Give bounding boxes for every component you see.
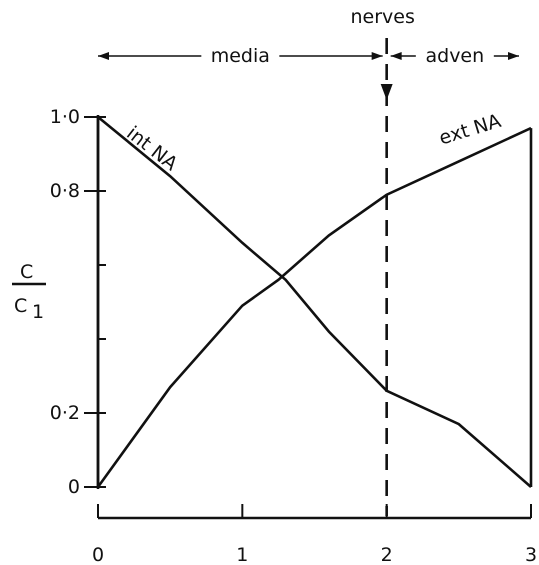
int-na-label: int NA [122, 122, 181, 175]
y-label-denominator-subscript: 1 [32, 301, 44, 323]
region-arrowhead-right [371, 52, 383, 60]
profile-edges [96, 117, 533, 487]
region-brackets: media adven [98, 45, 519, 67]
region-arrowhead-left [98, 52, 109, 60]
region-arrowhead-left [390, 52, 402, 60]
x-tick-label: 0 [92, 544, 104, 565]
y-label-numerator: C [20, 261, 33, 283]
y-tick-label: 0 [68, 476, 80, 498]
boundary-label: nerves [350, 6, 414, 28]
y-tick-label: 0·2 [50, 402, 80, 424]
region-arrowhead-right [508, 52, 519, 60]
x-tick-label: 3 [525, 544, 537, 565]
ext-na-label: ext NA [437, 110, 504, 150]
y-label-denominator: C [14, 295, 27, 317]
y-tick-label: 0·8 [50, 180, 80, 202]
series-labels: int NA ext NA [122, 110, 503, 175]
y-ticks: 0 0·2 0·8 1·0 [50, 106, 106, 498]
y-axis-label: C C 1 [12, 261, 46, 323]
x-tick-label: 1 [236, 544, 248, 565]
region-label: media [211, 45, 270, 67]
x-tick-label: 2 [381, 544, 393, 565]
y-tick-label: 1·0 [50, 106, 80, 128]
series-lines [96, 115, 532, 488]
int-na-line [97, 115, 532, 488]
boundary-arrowhead [380, 84, 393, 100]
region-label: adven [425, 45, 484, 67]
ext-na-line [96, 126, 532, 488]
x-ticks: 0 1 2 3 [92, 504, 537, 565]
